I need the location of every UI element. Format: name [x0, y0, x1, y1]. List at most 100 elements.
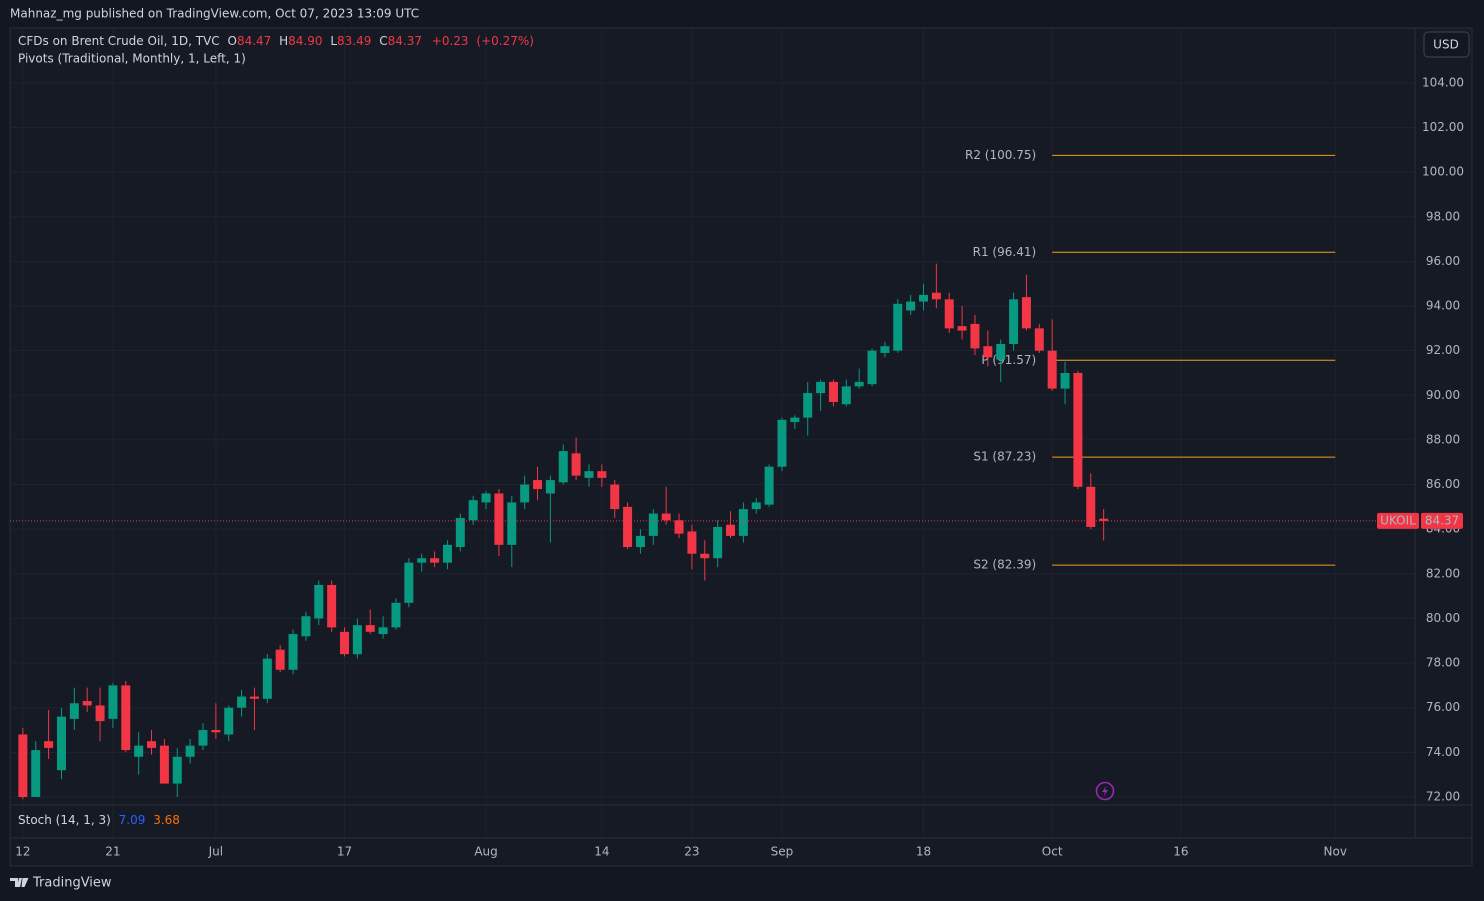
- y-tick-label: 104.00: [1422, 75, 1464, 89]
- candle-body: [455, 518, 465, 548]
- y-tick-label: 100.00: [1422, 165, 1464, 179]
- icon-bolt[interactable]: [1102, 785, 1108, 797]
- candle-body: [790, 417, 800, 423]
- ohlc-value: 84.90: [288, 34, 322, 48]
- y-tick-label: 72.00: [1426, 789, 1460, 803]
- candle-body: [533, 480, 543, 490]
- footer-logo: [10, 878, 29, 887]
- candles: [10, 263, 1415, 800]
- candle-body: [597, 471, 607, 478]
- candle-body: [56, 716, 66, 771]
- candle-body: [906, 301, 916, 311]
- x-tick-label: Nov: [1324, 845, 1347, 859]
- x-tick-label: 14: [594, 845, 609, 859]
- candle-body: [95, 705, 105, 722]
- candle-body: [880, 346, 890, 353]
- candle-body: [1099, 518, 1109, 521]
- candle-body: [1047, 350, 1057, 389]
- candle-body: [288, 634, 298, 670]
- pivot-label: S1 (87.23): [973, 450, 1036, 464]
- candle-body: [1021, 297, 1031, 329]
- y-tick-label: 86.00: [1426, 477, 1460, 491]
- chart-frame: [9, 27, 1473, 867]
- candle-body: [1086, 486, 1096, 527]
- y-tick-label: 74.00: [1426, 745, 1460, 759]
- candle-body: [147, 741, 157, 748]
- indicator: Pivots (Traditional, Monthly, 1, Left, 1…: [18, 52, 246, 66]
- stoch-k: 7.09: [119, 813, 146, 827]
- candle-body: [262, 658, 272, 699]
- candle-body: [18, 734, 28, 797]
- y-tick-label: 76.00: [1426, 700, 1460, 714]
- y-tick-label: 96.00: [1426, 254, 1460, 268]
- candle-body: [919, 294, 929, 302]
- candle-body: [82, 701, 92, 706]
- pivot-label: P (91.57): [981, 353, 1036, 367]
- candle-body: [777, 419, 787, 467]
- candle-body: [494, 493, 504, 545]
- candle-body: [430, 558, 440, 563]
- candle-body: [841, 386, 851, 405]
- y-tick-label: 90.00: [1426, 388, 1460, 402]
- candle-body: [726, 524, 736, 536]
- candle-body: [623, 506, 633, 548]
- symbol-label: UKOIL: [1380, 513, 1416, 527]
- candle-body: [944, 299, 954, 329]
- instrument: CFDs on Brent Crude Oil, 1D, TVC: [18, 34, 220, 48]
- candle-body: [1009, 299, 1019, 344]
- candle-body: [635, 535, 645, 548]
- candle-body: [970, 323, 980, 349]
- candle-body: [44, 741, 54, 748]
- candle-body: [391, 602, 401, 628]
- candle-body: [545, 480, 555, 494]
- candle-body: [674, 520, 684, 534]
- candle-body: [134, 745, 144, 757]
- candle-body: [713, 526, 723, 559]
- candle-body: [751, 502, 761, 510]
- candle-body: [172, 756, 182, 784]
- candle-body: [867, 350, 877, 385]
- y-tick-label: 78.00: [1426, 656, 1460, 670]
- price-tag: [1421, 512, 1463, 529]
- candle-body: [816, 381, 826, 394]
- ohlc-value: 84.47: [237, 34, 271, 48]
- candle-body: [661, 513, 671, 521]
- candle-body: [738, 509, 748, 536]
- x-tick-label: 23: [684, 845, 699, 859]
- candle-body: [828, 381, 838, 402]
- candle-body: [468, 500, 478, 521]
- candle-body: [417, 558, 427, 563]
- candle-body: [327, 584, 337, 628]
- candle-body: [31, 750, 41, 797]
- candle-body: [571, 453, 581, 476]
- candle-body: [365, 625, 375, 632]
- candle-body: [764, 466, 774, 505]
- currency-button[interactable]: [1423, 31, 1470, 58]
- candle-body: [893, 303, 903, 351]
- candle-body: [610, 484, 620, 510]
- price-label: 84.37: [1425, 513, 1459, 527]
- candle-body: [275, 649, 285, 670]
- ohlc-label: L: [330, 34, 337, 48]
- x-tick-label: 12: [15, 845, 30, 859]
- candle-body: [121, 685, 131, 751]
- y-tick-label: 80.00: [1426, 611, 1460, 625]
- ohlc-label: O: [227, 34, 236, 48]
- pivot-label: R2 (100.75): [965, 148, 1036, 162]
- y-tick-label: 82.00: [1426, 566, 1460, 580]
- candle-body: [198, 730, 208, 746]
- currency[interactable]: USD: [1433, 38, 1459, 52]
- ohlc-value: 83.49: [337, 34, 371, 48]
- candle-body: [584, 471, 594, 478]
- icon-ring[interactable]: [1095, 781, 1115, 801]
- ohlc-label: C: [379, 34, 387, 48]
- x-tick-label: Sep: [771, 845, 794, 859]
- lightning-icon[interactable]: [1095, 781, 1115, 801]
- x-tick-label: Oct: [1042, 845, 1063, 859]
- pivots: R2 (100.75) R1 (96.41) P (91.57) S1 (87.23)…: [965, 148, 1336, 572]
- change-pct: (+0.27%): [476, 34, 534, 48]
- candle-body: [108, 685, 118, 719]
- logo-mark: [10, 878, 29, 887]
- y-tick-label: 98.00: [1426, 209, 1460, 223]
